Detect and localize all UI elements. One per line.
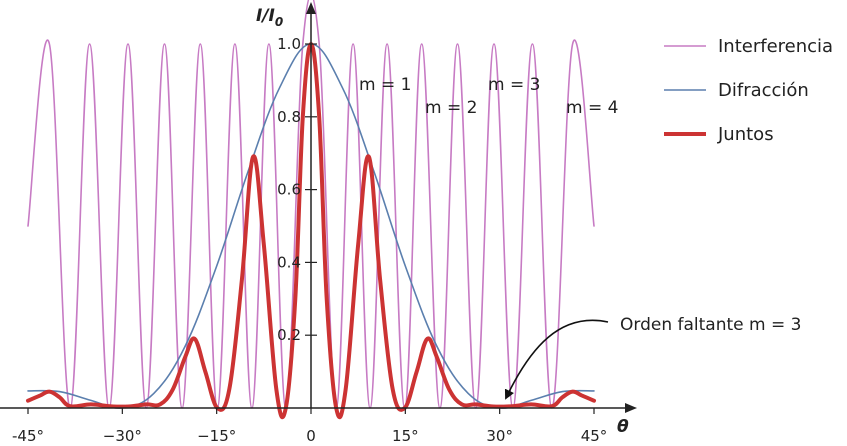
y-axis-title-subscript: 0 (275, 15, 283, 29)
legend-label-juntos: Juntos (717, 124, 774, 145)
x-tick-label: −30° (103, 427, 142, 445)
annotation-m2: m = 2 (425, 98, 477, 118)
annotation-missing-order: Orden faltante m = 3 (620, 315, 801, 335)
x-axis-arrow-icon (625, 403, 637, 413)
y-tick-label: 0.4 (277, 253, 301, 271)
axes (0, 2, 637, 413)
y-tick-label: 1.0 (277, 35, 301, 53)
x-tick-label: 0 (306, 427, 316, 445)
x-tick-label: 45° (581, 427, 608, 445)
series-line-interferencia (27, 0, 595, 409)
y-ticks: 0.2 0.4 0.6 0.8 1.0 (277, 35, 317, 344)
legend: Interferencia Difracción Juntos (664, 36, 833, 145)
x-tick-label: 30° (486, 427, 513, 445)
y-tick-label: 0.2 (277, 326, 301, 344)
y-tick-label: 0.6 (277, 181, 301, 199)
y-axis-arrow-icon (306, 2, 316, 14)
x-tick-label: −15° (197, 427, 236, 445)
x-tick-label: 15° (392, 427, 419, 445)
y-tick-label: 0.8 (277, 108, 301, 126)
y-axis-title: I/I0 (256, 6, 283, 29)
annotation-m1: m = 1 (359, 75, 411, 95)
annotation-m4: m = 4 (566, 98, 618, 118)
x-tick-label: -45° (12, 427, 44, 445)
x-axis-title: θ (617, 417, 629, 437)
x-ticks: -45° −30° −15° 0 15° 30° 45° (12, 408, 607, 445)
annotation-m3: m = 3 (488, 75, 540, 95)
legend-label-difraccion: Difracción (718, 80, 809, 101)
missing-order-arrow (504, 319, 609, 400)
legend-label-interferencia: Interferencia (718, 36, 833, 57)
